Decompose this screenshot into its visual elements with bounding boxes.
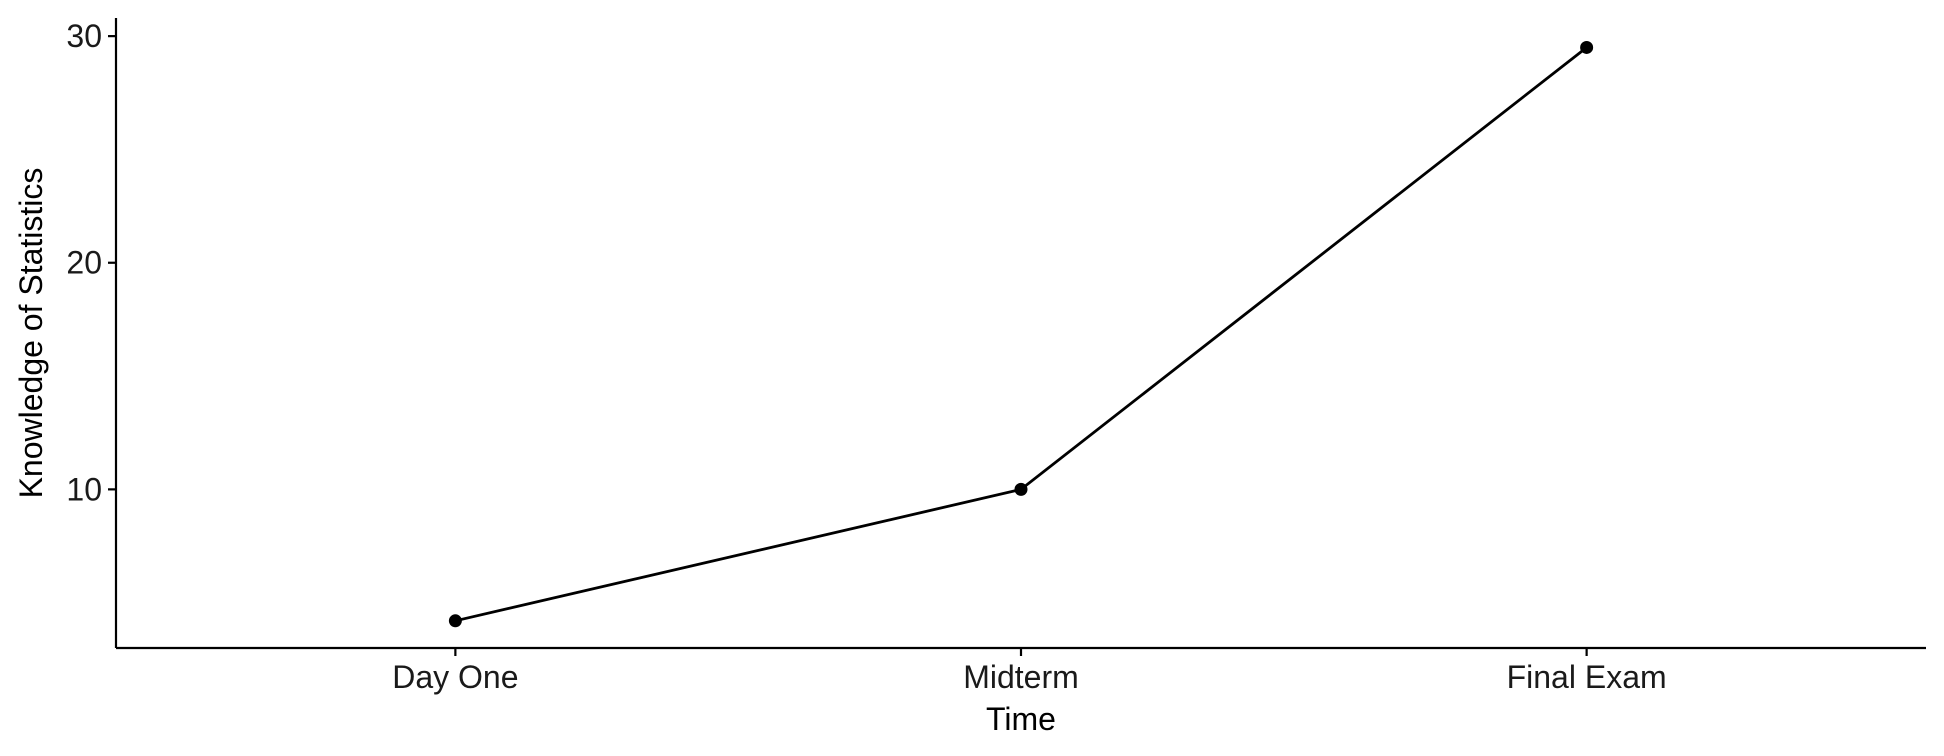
- y-axis-title: Knowledge of Statistics: [13, 168, 49, 499]
- y-tick-label: 10: [66, 471, 102, 507]
- x-tick-label: Final Exam: [1507, 659, 1667, 695]
- y-tick-label: 30: [66, 18, 102, 54]
- series: [455, 46, 1588, 623]
- x-axis-ticks: Day One Midterm Final Exam: [392, 648, 1667, 695]
- x-axis-title: Time: [986, 701, 1056, 737]
- data-point: [1014, 482, 1028, 496]
- x-tick-label: Midterm: [963, 659, 1079, 695]
- data-point: [448, 614, 462, 628]
- series-line: [455, 46, 1588, 623]
- y-tick-label: 20: [66, 245, 102, 281]
- axes: [114, 18, 1926, 650]
- y-axis-ticks: 10 20 30: [66, 18, 116, 507]
- data-points: [448, 40, 1594, 628]
- x-tick-label: Day One: [392, 659, 518, 695]
- data-point: [1580, 40, 1594, 54]
